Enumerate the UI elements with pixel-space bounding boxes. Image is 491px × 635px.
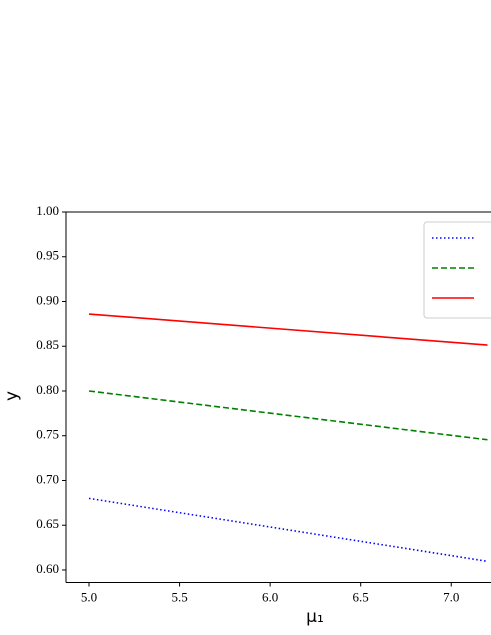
- data-line: [88, 313, 488, 346]
- y-tick-label: 0.85: [36, 337, 59, 352]
- y-tick-label: 0.90: [36, 292, 59, 307]
- x-tick-label: 6.0: [262, 589, 278, 604]
- x-tick-label: 7.0: [443, 589, 459, 604]
- y-axis-label: y: [2, 391, 22, 401]
- y-tick-label: 0.95: [36, 248, 59, 263]
- y-tick-label: 0.70: [36, 471, 59, 486]
- y-tick-label: 0.80: [36, 382, 59, 397]
- x-tick-label: 5.0: [81, 589, 97, 604]
- y-tick-label: 1.00: [36, 203, 59, 218]
- data-line: [88, 390, 488, 441]
- x-axis-label: μ₁: [306, 607, 324, 627]
- y-tick-label: 0.65: [36, 516, 59, 531]
- data-line: [88, 497, 488, 563]
- x-tick-label: 5.5: [171, 589, 187, 604]
- y-tick-label: 0.75: [36, 427, 59, 442]
- y-tick-label: 0.60: [36, 561, 59, 576]
- legend-box: [423, 221, 491, 319]
- x-tick-label: 6.5: [353, 589, 369, 604]
